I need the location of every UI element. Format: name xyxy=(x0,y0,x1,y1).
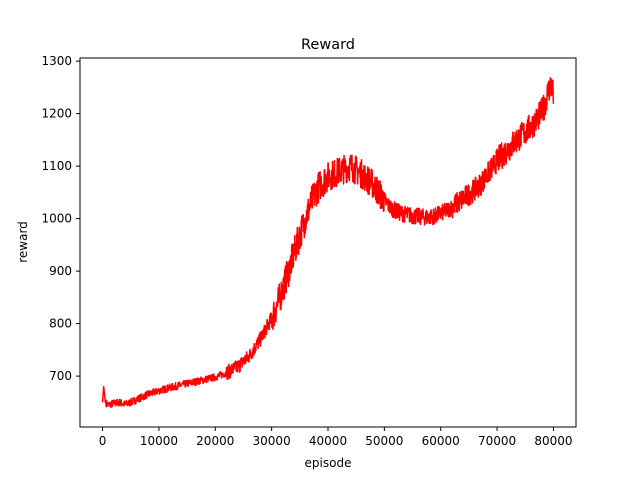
y-tick-label: 1300 xyxy=(41,54,72,68)
x-tick-label: 10000 xyxy=(140,434,178,448)
x-tick-label: 40000 xyxy=(309,434,347,448)
y-tick-label: 700 xyxy=(49,369,72,383)
plot-area xyxy=(101,76,555,409)
y-tick-label: 1000 xyxy=(41,212,72,226)
x-tick-label: 80000 xyxy=(534,434,572,448)
y-axis-label: reward xyxy=(16,221,30,263)
reward-series-line xyxy=(101,76,555,409)
y-tick-label: 1100 xyxy=(41,159,72,173)
x-tick-label: 70000 xyxy=(478,434,516,448)
chart-title: Reward xyxy=(301,37,355,53)
x-tick-label: 60000 xyxy=(422,434,460,448)
x-tick-label: 0 xyxy=(99,434,107,448)
x-tick-label: 20000 xyxy=(196,434,234,448)
y-tick-label: 900 xyxy=(49,264,72,278)
y-tick-label: 1200 xyxy=(41,107,72,121)
x-axis: 0 10000 20000 30000 40000 50000 60000 70000 8000… xyxy=(99,427,573,448)
x-tick-label: 50000 xyxy=(365,434,403,448)
y-tick-label: 800 xyxy=(49,317,72,331)
x-axis-label: episode xyxy=(305,456,352,470)
y-axis: 700 800 900 1000 1100 1200 1300 xyxy=(41,54,80,383)
x-tick-label: 30000 xyxy=(253,434,291,448)
